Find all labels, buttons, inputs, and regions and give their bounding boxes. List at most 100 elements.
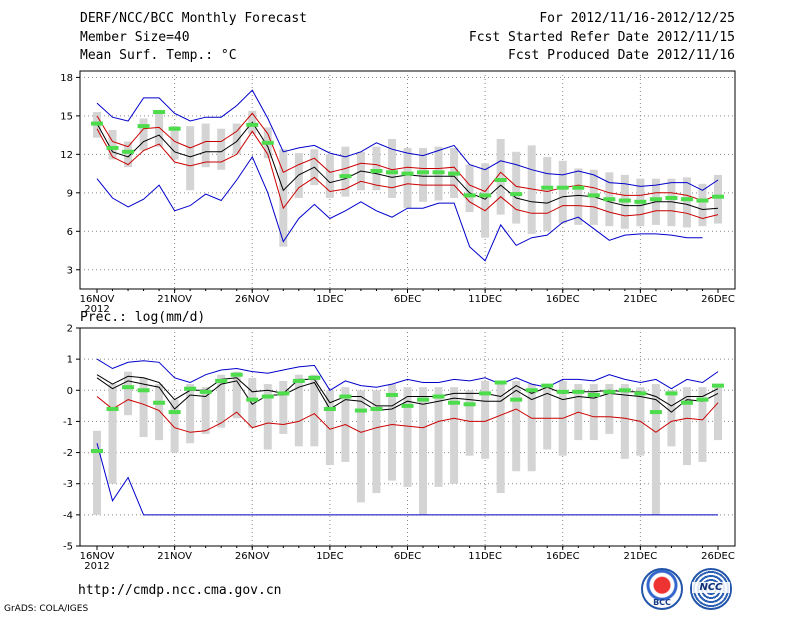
prec-observed-mark xyxy=(649,410,662,415)
temp-spread-bar xyxy=(558,160,567,224)
prec-series-lower xyxy=(96,396,719,433)
temp-spread-bar xyxy=(682,177,691,228)
prec-observed-mark xyxy=(603,389,616,394)
prec-spread-bar xyxy=(419,387,428,515)
temp-spread-bar xyxy=(341,146,350,197)
prec-observed-mark xyxy=(246,397,259,402)
temp-observed-mark xyxy=(153,110,166,115)
bcc-logo: BCC xyxy=(641,568,683,610)
prec-spread-bar xyxy=(170,399,179,453)
temp-spread-bar xyxy=(512,151,521,224)
temp-spread-bar xyxy=(217,128,226,170)
prec-observed-mark xyxy=(261,394,274,399)
prec-xtick-label: 26NOV xyxy=(235,551,270,562)
forecast-period-label: For 2012/11/16-2012/12/25 xyxy=(539,11,735,26)
temp-spread-bar xyxy=(186,126,195,191)
prec-spread-bar xyxy=(465,390,474,456)
temp-observed-mark xyxy=(106,145,119,150)
prec-xtick-label: 21NOV xyxy=(157,551,192,562)
temp-spread-bar xyxy=(232,123,241,155)
prec-spread-bar xyxy=(434,387,443,487)
prec-observed-mark xyxy=(215,378,228,383)
temp-observed-mark xyxy=(541,185,554,190)
temp-xtick-label: 16DEC xyxy=(546,294,580,305)
member-size-label: Member Size=40 xyxy=(80,30,190,45)
prec-xtick-label: 21DEC xyxy=(624,551,658,562)
temp-spread-bar xyxy=(667,178,676,227)
prec-spread-bar xyxy=(124,371,133,416)
temp-observed-mark xyxy=(168,126,181,131)
prec-observed-mark xyxy=(572,389,585,394)
temp-observed-mark xyxy=(385,170,398,175)
temp-spread-bar xyxy=(419,147,428,202)
temp-spread-bar xyxy=(496,138,505,215)
prec-ytick-label: 0 xyxy=(67,386,73,397)
temp-ytick-label: 15 xyxy=(60,111,73,122)
prec-spread-bar xyxy=(248,377,257,428)
prec-spread-bar xyxy=(403,387,412,487)
prec-observed-mark xyxy=(277,391,290,396)
prec-spread-bar xyxy=(139,377,148,437)
prec-observed-mark xyxy=(417,397,430,402)
prec-spread-bar xyxy=(263,384,272,450)
temp-xtick-label: 6DEC xyxy=(394,294,421,305)
temp-xtick-label: 21NOV xyxy=(157,294,192,305)
prec-spread-bar xyxy=(155,384,164,441)
temp-xtick-label: 26NOV xyxy=(235,294,270,305)
prec-spread-bar xyxy=(605,384,614,434)
prec-xtick-year: 2012 xyxy=(84,561,109,572)
temp-observed-mark xyxy=(587,193,600,198)
prec-spread-bar xyxy=(356,390,365,503)
prec-observed-mark xyxy=(354,408,367,413)
temp-observed-mark xyxy=(91,121,103,126)
temp-spread-bar xyxy=(403,147,412,209)
temp-observed-mark xyxy=(261,140,274,145)
prec-observed-mark xyxy=(525,388,538,393)
prec-observed-mark xyxy=(385,392,398,397)
temp-observed-mark xyxy=(463,193,476,198)
variable-label: Mean Surf. Temp.: °C xyxy=(80,48,237,63)
prec-spread-bar xyxy=(667,390,676,447)
temp-xtick-label: 26DEC xyxy=(701,294,735,305)
prec-observed-mark xyxy=(494,380,507,385)
website-url[interactable]: http://cmdp.ncc.cma.gov.cn xyxy=(78,583,282,598)
temp-ytick-label: 12 xyxy=(60,150,73,161)
prec-xtick-label: 1DEC xyxy=(316,551,343,562)
prec-observed-mark xyxy=(587,392,600,397)
temp-observed-mark xyxy=(665,195,678,200)
prec-ytick-label: -1 xyxy=(63,417,73,428)
prec-series-mean xyxy=(96,377,719,413)
temp-spread-bar xyxy=(139,118,148,151)
prec-series-max xyxy=(96,358,719,391)
prec-observed-mark xyxy=(370,406,383,411)
prec-observed-mark xyxy=(448,400,461,405)
temp-observed-mark xyxy=(246,122,259,127)
start-date-label: Fcst Started Refer Date 2012/11/15 xyxy=(468,30,735,45)
temp-spread-bar xyxy=(155,113,164,147)
prec-xtick-label: 11DEC xyxy=(468,551,502,562)
prec-spread-bar xyxy=(387,384,396,481)
temp-observed-mark xyxy=(556,185,569,190)
temp-ytick-label: 9 xyxy=(67,188,73,199)
temp-spread-bar xyxy=(481,163,490,238)
temp-spread-bar xyxy=(543,156,552,232)
temp-observed-mark xyxy=(603,197,616,202)
temp-observed-mark xyxy=(649,197,662,202)
temp-observed-mark xyxy=(572,185,585,190)
temp-ytick-label: 3 xyxy=(67,265,73,276)
chart-title: DERF/NCC/BCC Monthly Forecast xyxy=(80,11,307,26)
temp-spread-bar xyxy=(574,168,583,225)
prec-observed-mark xyxy=(541,383,554,388)
prec-observed-mark xyxy=(91,449,103,454)
prec-ytick-label: -5 xyxy=(63,542,73,553)
temp-observed-mark xyxy=(618,198,631,203)
temp-spread-bar xyxy=(279,149,288,247)
prec-ytick-label: -2 xyxy=(63,448,73,459)
prec-spread-bar xyxy=(325,390,334,466)
temp-xtick-label: 11DEC xyxy=(468,294,502,305)
temp-series-min xyxy=(96,155,703,262)
temp-spread-bar xyxy=(201,123,210,168)
prec-observed-mark xyxy=(199,389,212,394)
temp-observed-mark xyxy=(510,192,523,197)
